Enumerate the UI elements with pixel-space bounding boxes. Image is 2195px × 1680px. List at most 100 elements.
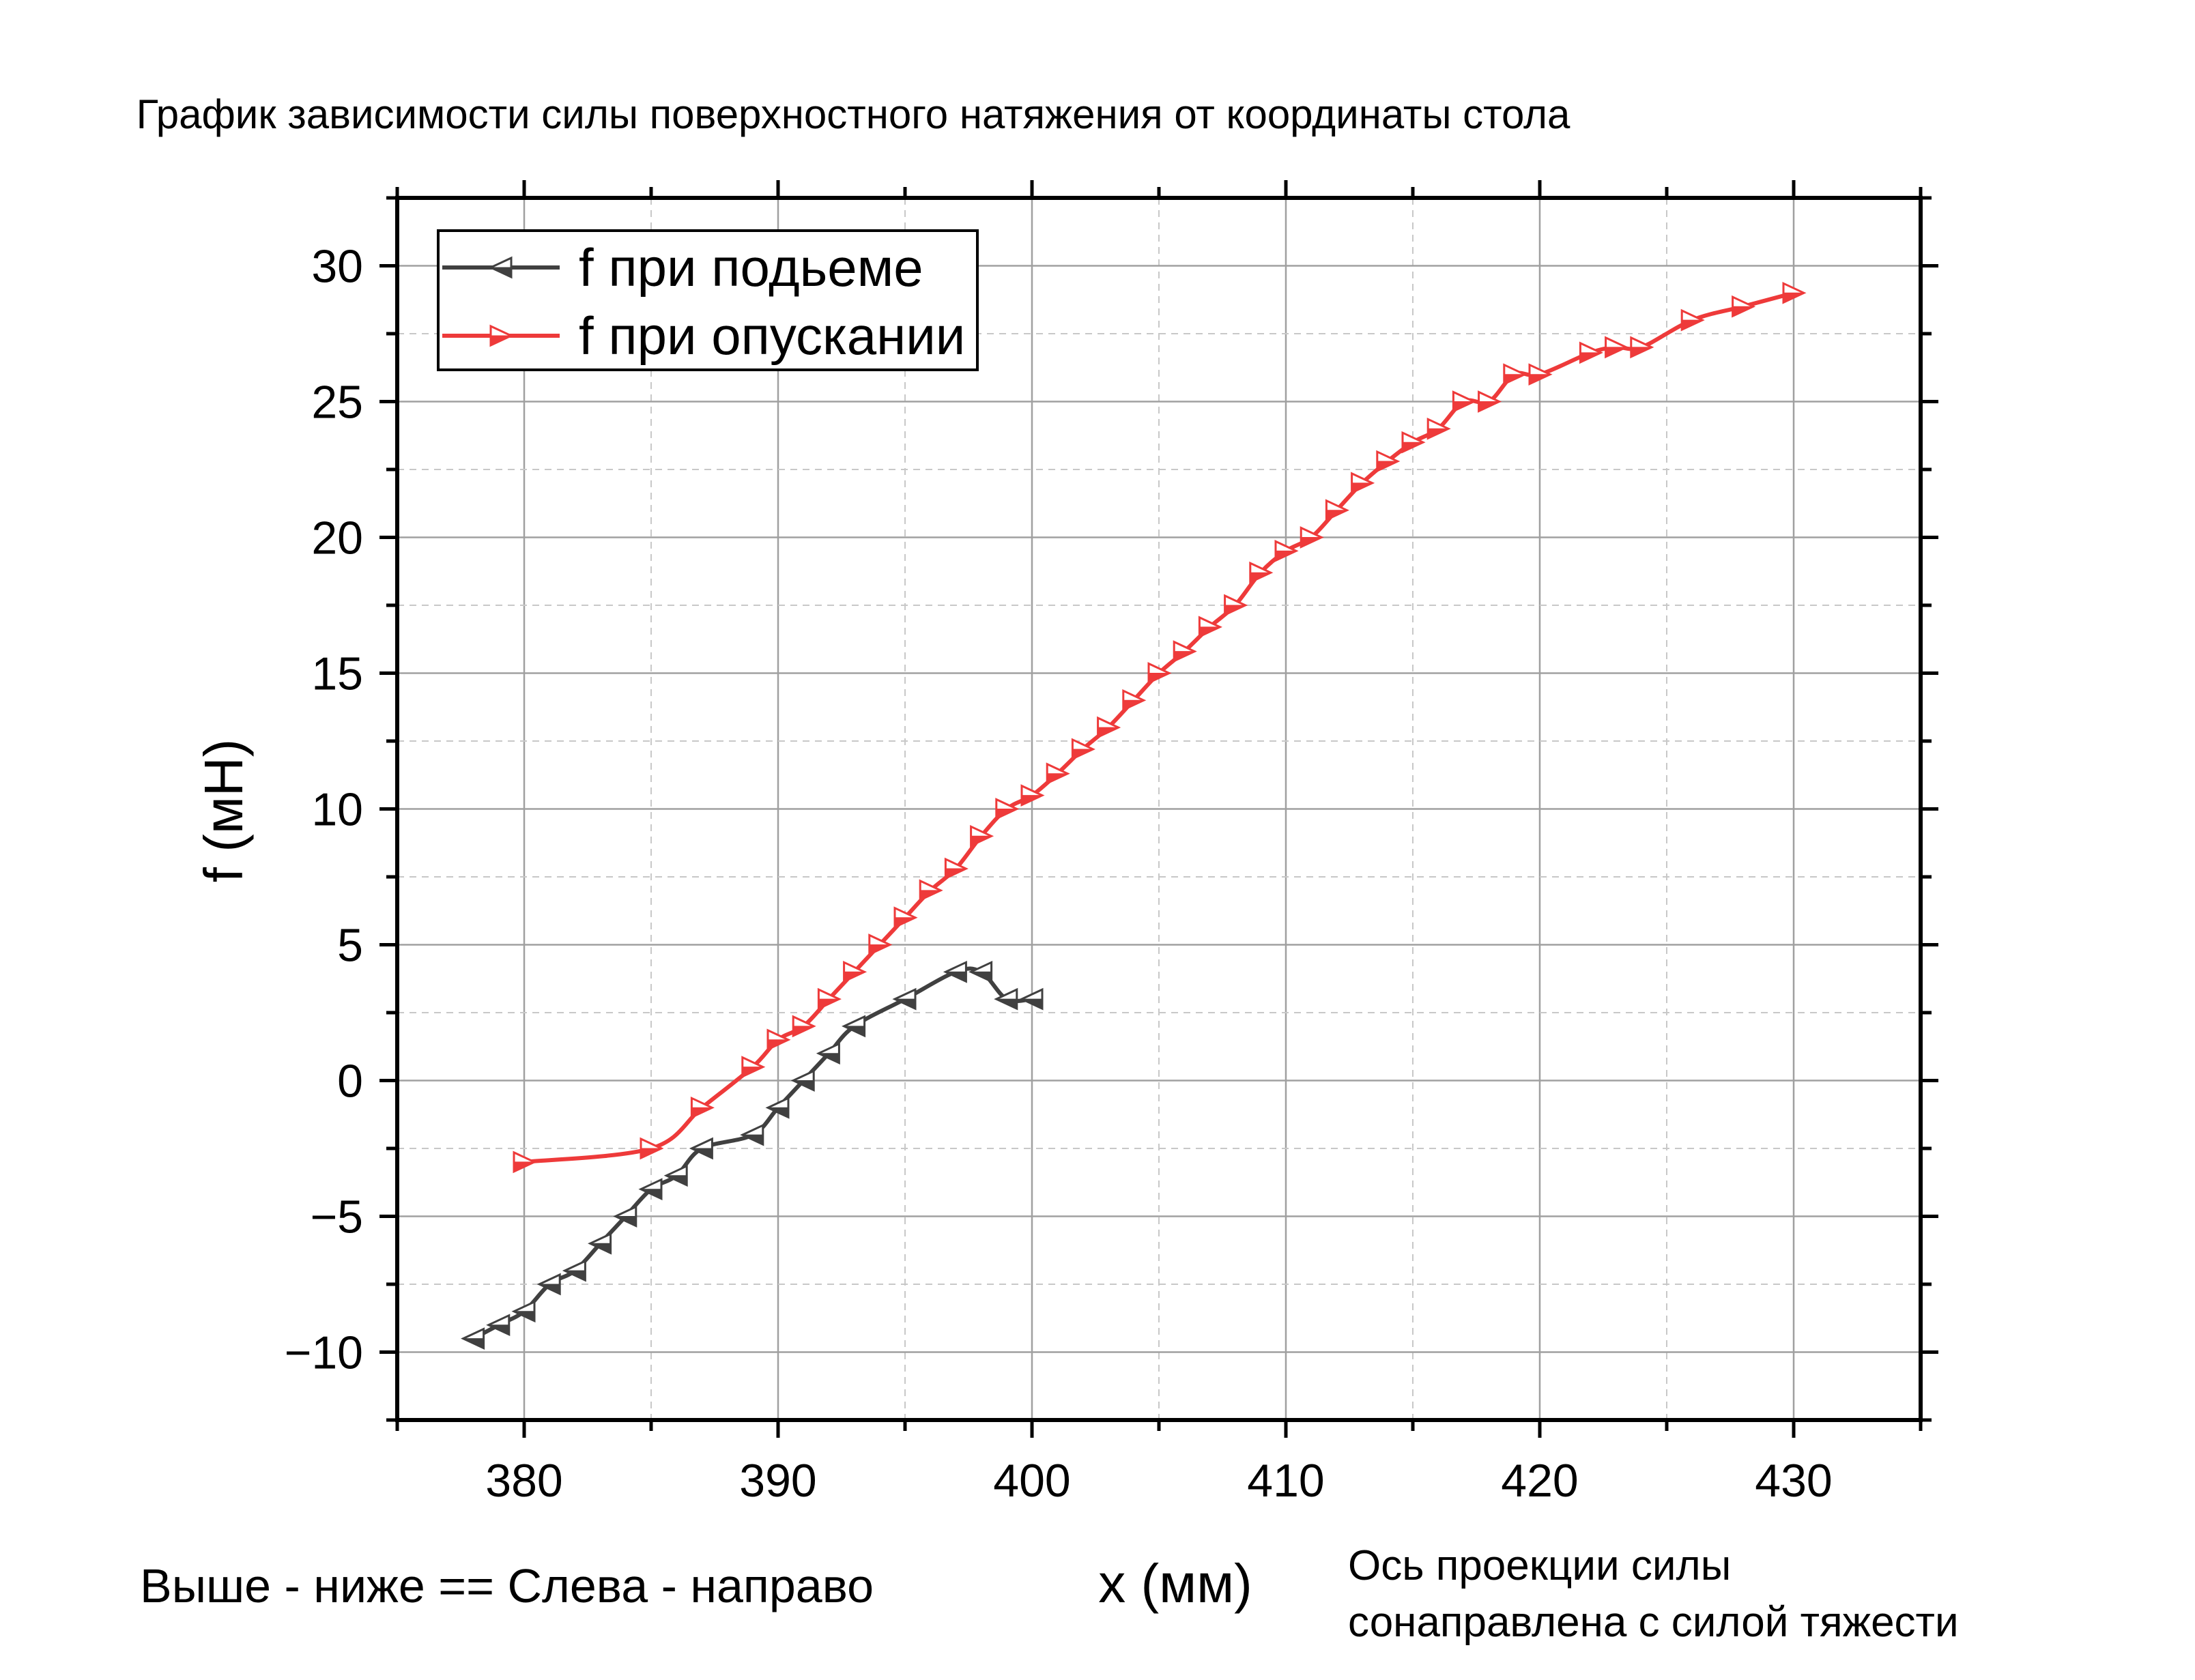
data-point [1351, 472, 1375, 495]
data-point [613, 1205, 637, 1228]
data-point [868, 933, 893, 956]
legend-marker [488, 256, 513, 279]
data-point-fill [1123, 699, 1145, 711]
data-point-fill [1681, 319, 1703, 330]
data-point [1274, 540, 1299, 562]
series-layer [461, 281, 1807, 1350]
data-point-fill [1072, 749, 1093, 759]
y-tick-label: 30 [311, 241, 363, 293]
data-point [842, 1015, 866, 1038]
data-point-fill [945, 868, 966, 879]
data-point [1198, 615, 1222, 639]
data-point-fill [996, 998, 1018, 1009]
x-tick-label: 430 [1755, 1455, 1832, 1507]
data-point [1300, 526, 1324, 549]
right-note-line2: сонаправлена с силой тяжести [1348, 1599, 1959, 1646]
data-point-fill [1427, 428, 1449, 439]
data-point-fill [792, 1026, 814, 1037]
data-point [1020, 784, 1045, 807]
y-tick-label: 5 [337, 920, 363, 972]
data-point-fill [1224, 605, 1246, 615]
series-1 [461, 960, 1044, 1350]
data-point [663, 1164, 688, 1187]
x-tick-label: 420 [1501, 1455, 1578, 1507]
data-point-fill [615, 1216, 637, 1227]
data-point [790, 1069, 815, 1092]
data-point-fill [767, 1039, 789, 1050]
data-point [689, 1137, 713, 1160]
y-axis-label: f (мН) [193, 739, 254, 883]
data-point [766, 1028, 791, 1052]
data-point [1732, 295, 1756, 318]
data-point [1426, 417, 1451, 440]
data-point-fill [1098, 727, 1119, 738]
y-tick-label: 0 [337, 1056, 363, 1107]
y-tick-label: 25 [311, 377, 363, 429]
data-point-fill [869, 944, 891, 955]
data-point-fill [1173, 651, 1195, 662]
x-tick-label: 390 [739, 1455, 816, 1507]
data-point-fill [1631, 347, 1652, 358]
data-point-fill [1250, 572, 1272, 583]
data-point [536, 1273, 561, 1296]
data-point-fill [971, 971, 992, 983]
data-point-fill [1529, 374, 1551, 385]
right-note-line1: Ось проекции силы [1348, 1542, 1731, 1589]
data-point [513, 1150, 537, 1174]
data-point-fill [1199, 626, 1220, 637]
data-point-fill [894, 917, 916, 928]
data-point [1325, 499, 1349, 522]
data-point-fill [640, 1148, 662, 1159]
data-point-fill [742, 1067, 764, 1077]
y-tick-label: 20 [311, 512, 363, 564]
data-point [690, 1096, 715, 1119]
x-axis-label: x (мм) [1098, 1553, 1252, 1614]
data-point-fill [1732, 306, 1753, 317]
data-point-fill [1402, 441, 1424, 452]
data-point-fill [1300, 537, 1322, 548]
data-point [562, 1259, 586, 1282]
series-2 [513, 281, 1807, 1174]
data-point [1680, 308, 1705, 332]
data-point [765, 1096, 790, 1119]
data-point-fill [894, 998, 916, 1009]
data-point [1579, 341, 1603, 364]
legend-marker-fill [490, 267, 512, 278]
data-point [1452, 390, 1476, 413]
data-point-fill [1504, 374, 1525, 385]
data-point-fill [691, 1148, 713, 1159]
data-point [1097, 716, 1121, 739]
data-point-fill [818, 1053, 840, 1064]
data-point [944, 857, 969, 880]
data-point-fill [1046, 773, 1068, 784]
data-point-fill [971, 835, 992, 847]
data-point [511, 1300, 536, 1323]
data-point [1630, 336, 1654, 359]
y-tick-label: 10 [311, 784, 363, 836]
data-point-fill [1351, 482, 1373, 493]
data-point [970, 824, 994, 848]
data-point-fill [691, 1107, 713, 1118]
data-point-fill [1605, 347, 1626, 358]
data-point [792, 1015, 816, 1038]
data-point [816, 1042, 840, 1065]
data-point-fill [640, 1189, 662, 1200]
grid [397, 198, 1921, 1420]
data-point-fill [1783, 292, 1805, 304]
data-point-fill [1478, 401, 1500, 412]
data-point [1071, 738, 1095, 761]
data-point-fill [1275, 550, 1297, 562]
data-point-fill [945, 971, 966, 983]
left-note: Выше - ниже == Слева - направо [140, 1559, 874, 1612]
chart-title: График зависимости силы поверхностного н… [137, 91, 1570, 137]
data-point-fill [564, 1270, 586, 1281]
x-tick-label: 400 [993, 1455, 1070, 1507]
data-point [1147, 662, 1172, 684]
data-point-fill [513, 1161, 535, 1172]
data-point-fill [539, 1284, 560, 1294]
data-point-fill [463, 1338, 485, 1349]
data-point [640, 1137, 664, 1160]
x-tick-label: 410 [1247, 1455, 1324, 1507]
data-point [919, 879, 943, 902]
